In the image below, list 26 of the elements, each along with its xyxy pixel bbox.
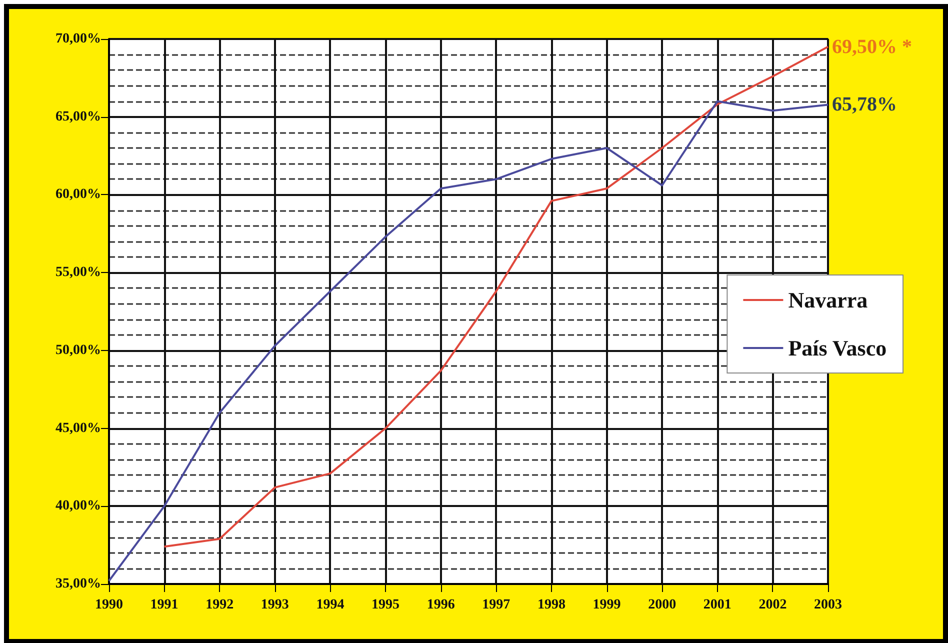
x-tick-label: 2003 — [814, 598, 842, 612]
x-tick-label: 1990 — [95, 598, 123, 612]
y-tick-label: 55,00% — [56, 265, 101, 280]
x-tick-label: 1993 — [260, 598, 289, 612]
x-tick-label: 2001 — [703, 598, 732, 612]
annotation: 69,50% * — [832, 36, 912, 58]
y-tick-label: 45,00% — [56, 420, 101, 436]
y-tick-label: 35,00% — [56, 576, 101, 592]
x-tick-label: 1996 — [426, 598, 455, 612]
y-tick-label: 60,00% — [56, 187, 101, 202]
annotation: 65,78% — [832, 94, 897, 116]
y-tick-label: 50,00% — [56, 342, 101, 358]
x-tick-label: 2002 — [758, 598, 787, 612]
y-tick-label: 40,00% — [56, 498, 101, 514]
x-tick-label: 1991 — [150, 598, 178, 612]
x-tick-label: 1994 — [316, 598, 344, 612]
x-tick-label: 1998 — [537, 598, 566, 612]
x-tick-label: 1992 — [206, 598, 234, 612]
y-tick-label: 70,00% — [56, 32, 101, 46]
legend-label: Navarra — [788, 288, 868, 312]
x-tick-label: 2000 — [648, 598, 676, 612]
y-tick-label: 65,00% — [56, 109, 101, 124]
x-tick-label: 1995 — [372, 598, 400, 612]
legend-label: País Vasco — [788, 336, 887, 360]
x-tick-label: 1997 — [482, 598, 510, 612]
x-tick-label: 1999 — [592, 598, 621, 612]
